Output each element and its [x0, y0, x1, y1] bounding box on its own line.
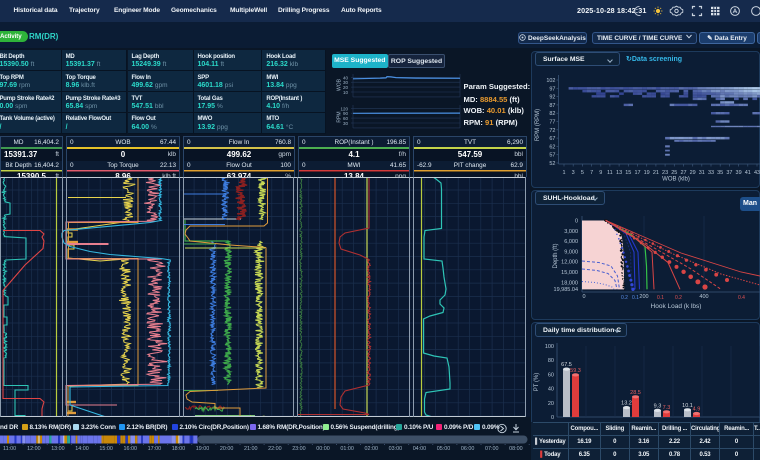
svg-text:Depth (ft): Depth (ft)	[553, 243, 559, 268]
svg-text:10: 10	[343, 90, 349, 95]
svg-text:52: 52	[549, 161, 555, 167]
svg-text:12,000: 12,000	[561, 260, 578, 266]
svg-text:7.3: 7.3	[663, 405, 671, 411]
svg-text:0.1: 0.1	[632, 295, 639, 301]
svg-text:57: 57	[549, 153, 555, 159]
svg-text:80: 80	[548, 358, 554, 364]
svg-text:102: 102	[546, 78, 555, 84]
svg-text:18,000: 18,000	[561, 280, 578, 286]
svg-text:9.3: 9.3	[654, 403, 662, 409]
svg-text:0.4: 0.4	[738, 295, 745, 301]
svg-text:0: 0	[582, 294, 585, 300]
svg-text:7: 7	[590, 170, 593, 176]
svg-text:6,000: 6,000	[564, 239, 578, 245]
svg-text:29: 29	[690, 170, 696, 176]
svg-text:0: 0	[551, 415, 554, 421]
svg-text:120: 120	[340, 106, 348, 111]
svg-text:WOB (klb): WOB (klb)	[662, 177, 690, 183]
svg-text:30: 30	[343, 80, 349, 85]
svg-text:3,000: 3,000	[564, 229, 578, 235]
svg-text:67.5: 67.5	[561, 362, 572, 368]
svg-text:62: 62	[549, 144, 555, 150]
svg-text:0.2: 0.2	[621, 295, 628, 301]
svg-text:97: 97	[549, 86, 555, 92]
svg-text:200: 200	[639, 294, 648, 300]
svg-text:5: 5	[581, 170, 584, 176]
svg-text:100: 100	[545, 344, 554, 350]
svg-text:35: 35	[717, 170, 723, 176]
svg-text:19,985.04: 19,985.04	[554, 287, 578, 293]
svg-text:20: 20	[548, 401, 554, 407]
svg-text:37: 37	[726, 170, 732, 176]
svg-text:9: 9	[599, 170, 602, 176]
svg-text:0: 0	[575, 219, 578, 225]
svg-text:10.1: 10.1	[682, 403, 693, 409]
svg-text:WOB: WOB	[337, 78, 343, 91]
svg-text:1: 1	[562, 170, 565, 176]
svg-text:92: 92	[549, 95, 555, 101]
svg-text:90: 90	[343, 111, 349, 116]
svg-text:41: 41	[745, 170, 751, 176]
svg-text:23: 23	[662, 170, 668, 176]
svg-text:60: 60	[343, 116, 349, 121]
svg-text:RPM: RPM	[337, 111, 343, 122]
svg-text:72: 72	[549, 128, 555, 134]
svg-text:31: 31	[699, 170, 705, 176]
svg-text:15,000: 15,000	[561, 270, 578, 276]
svg-text:11: 11	[607, 170, 613, 176]
svg-text:33: 33	[708, 170, 714, 176]
svg-text:77: 77	[549, 120, 555, 126]
svg-text:40: 40	[343, 75, 349, 80]
svg-text:13.2: 13.2	[621, 401, 632, 407]
svg-text:3: 3	[572, 170, 575, 176]
svg-text:59.3: 59.3	[570, 368, 581, 374]
svg-text:19: 19	[644, 170, 650, 176]
svg-text:39: 39	[736, 170, 742, 176]
svg-text:0.2: 0.2	[675, 295, 682, 301]
svg-text:Hook Load (k lbs): Hook Load (k lbs)	[651, 303, 702, 310]
svg-text:20: 20	[343, 85, 349, 90]
svg-text:43: 43	[754, 170, 760, 176]
svg-text:28.5: 28.5	[630, 390, 641, 396]
svg-text:87: 87	[549, 103, 555, 109]
svg-text:9,000: 9,000	[564, 249, 578, 255]
svg-text:67: 67	[549, 136, 555, 142]
svg-text:0.1: 0.1	[657, 295, 664, 301]
svg-text:13: 13	[616, 170, 622, 176]
svg-text:82: 82	[549, 111, 555, 117]
svg-text:40: 40	[548, 387, 554, 393]
svg-text:60: 60	[548, 372, 554, 378]
svg-text:400: 400	[699, 294, 708, 300]
svg-text:4.9: 4.9	[693, 407, 701, 413]
svg-text:27: 27	[680, 170, 686, 176]
svg-text:17: 17	[634, 170, 640, 176]
svg-text:30: 30	[343, 121, 349, 126]
svg-text:21: 21	[653, 170, 659, 176]
svg-text:PT (%): PT (%)	[534, 373, 540, 392]
svg-text:RPM (RPM): RPM (RPM)	[535, 109, 541, 141]
svg-text:15: 15	[625, 170, 631, 176]
svg-text:25: 25	[671, 170, 677, 176]
